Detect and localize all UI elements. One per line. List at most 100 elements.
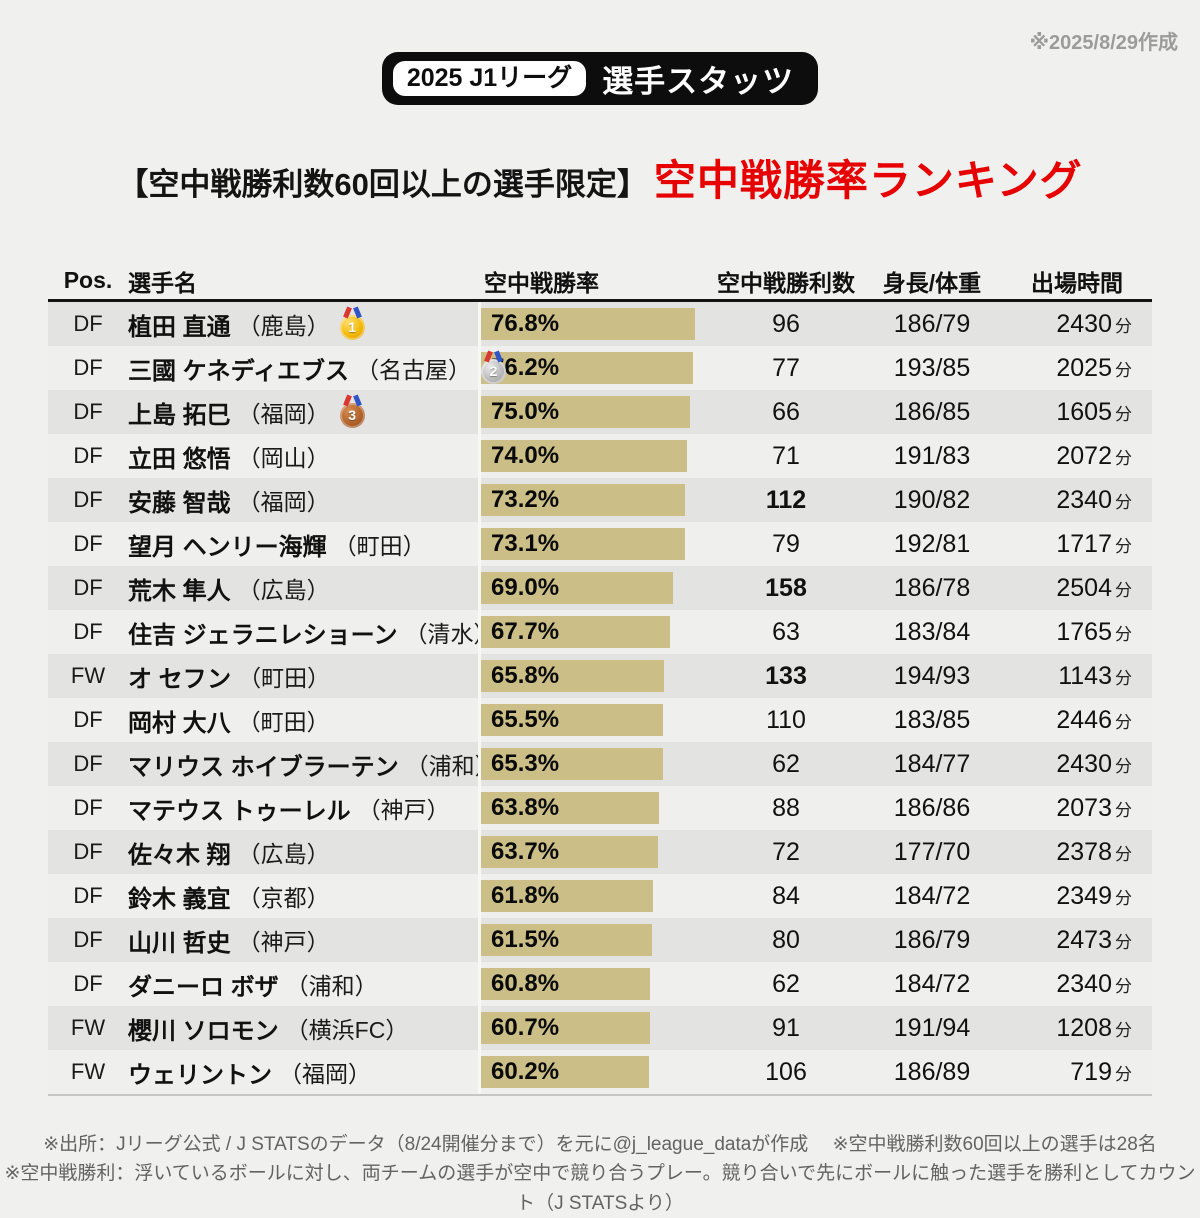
minutes-value: 2073 [1056, 793, 1112, 822]
wins-cell: 79 [772, 529, 800, 558]
position-cell: DF [73, 751, 103, 776]
minutes-value: 1143 [1058, 661, 1112, 690]
wins-cell: 77 [772, 353, 800, 382]
rate-cell: 61.5% [478, 918, 710, 962]
position-cell: DF [73, 443, 103, 468]
page-title: 【空中戦勝利数60回以上の選手限定】 空中戦勝率ランキング [0, 147, 1200, 208]
team-name: （町田） [237, 709, 330, 735]
team-name: （福岡） [279, 1061, 371, 1087]
team-name: （広島） [237, 841, 330, 867]
position-cell: DF [73, 487, 103, 512]
wins-cell: 96 [772, 309, 800, 338]
header-badge-wrap: 2025 J1リーグ 選手スタッツ [0, 0, 1200, 105]
rate-cell: 69.0% [478, 566, 710, 610]
rate-label: 73.2% [491, 486, 560, 513]
rate-bar: 60.7% [481, 1012, 650, 1044]
position-cell: FW [70, 1059, 106, 1084]
minutes-value: 1765 [1056, 617, 1112, 646]
rate-bar: 60.2% [481, 1056, 649, 1088]
rate-label: 76.8% [491, 310, 560, 337]
minutes-value: 2340 [1056, 969, 1112, 998]
minutes-value: 2349 [1056, 881, 1112, 910]
player-name: 上島 拓巳 [128, 401, 231, 429]
player-cell: 荒木 隼人 （広島） [128, 571, 478, 606]
minutes-value: 1208 [1056, 1013, 1112, 1042]
minutes-cell: 2340 分 [1002, 970, 1152, 999]
minutes-value: 2378 [1056, 837, 1112, 866]
player-name: オ セフン [128, 665, 232, 693]
table-row: DF 山川 哲史 （神戸） 61.5% 80 186/79 2473 分 [48, 918, 1152, 962]
bronze-medal-icon: 3 [339, 393, 365, 428]
height-weight-cell: 184/72 [893, 969, 971, 998]
table-row: DF 植田 直通 （鹿島） 1 76.8% 96 186/79 2430 分 [48, 302, 1152, 346]
minutes-unit: 分 [1115, 1064, 1132, 1084]
minutes-unit: 分 [1115, 844, 1132, 864]
height-weight-cell: 184/72 [893, 881, 971, 910]
table-row: DF 望月 ヘンリー海輝 （町田） 73.1% 79 192/81 1717 分 [48, 522, 1152, 566]
table-row: FW オ セフン （町田） 65.8% 133 194/93 1143 分 [48, 654, 1152, 698]
height-weight-cell: 177/70 [893, 837, 971, 866]
player-name: マテウス トゥーレル [128, 797, 351, 825]
player-cell: ダニーロ ボザ （浦和） [128, 967, 478, 1002]
table-row: DF マリウス ホイブラーテン （浦和） 65.3% 62 184/77 2430… [48, 742, 1152, 786]
player-name: 櫻川 ソロモン [128, 1017, 279, 1045]
minutes-value: 2446 [1056, 705, 1112, 734]
rate-bar: 65.3% [481, 748, 663, 780]
minutes-cell: 2073 分 [1002, 794, 1152, 823]
team-name: （町田） [238, 665, 331, 691]
rate-cell: 63.7% [478, 830, 710, 874]
rate-label: 75.0% [491, 398, 560, 425]
height-weight-cell: 184/77 [893, 749, 971, 778]
position-cell: FW [70, 1015, 106, 1040]
wins-cell: 158 [765, 573, 807, 602]
position-cell: DF [73, 927, 103, 952]
header-aerial-wins: 空中戦勝利数 [717, 269, 855, 296]
minutes-value: 2473 [1056, 925, 1112, 954]
player-cell: 上島 拓巳 （福岡） 3 [128, 393, 478, 430]
rate-bar: 61.8% [481, 880, 653, 912]
header-badge: 2025 J1リーグ 選手スタッツ [381, 52, 819, 105]
minutes-unit: 分 [1115, 624, 1132, 644]
team-name: （横浜FC） [285, 1017, 409, 1043]
silver-medal-icon: 2 [481, 349, 506, 384]
table-row: FW ウェリントン （福岡） 60.2% 106 186/89 719 分 [48, 1050, 1152, 1094]
player-cell: 住吉 ジェラニレショーン （清水） [128, 615, 496, 650]
rate-label: 60.7% [491, 1014, 560, 1041]
player-name: 鈴木 義宜 [128, 885, 231, 913]
rate-bar: 65.5% [481, 704, 663, 736]
rate-label: 65.3% [491, 750, 560, 777]
team-name: （広島） [237, 577, 330, 603]
rate-cell: 65.8% [478, 654, 710, 698]
header-play-time: 出場時間 [1031, 269, 1123, 296]
height-weight-cell: 186/79 [893, 309, 971, 338]
ranking-table-body: DF 植田 直通 （鹿島） 1 76.8% 96 186/79 2430 分 DF … [48, 302, 1152, 1096]
player-name: ウェリントン [128, 1061, 272, 1089]
table-row: DF 安藤 智哉 （福岡） 73.2% 112 190/82 2340 分 [48, 478, 1152, 522]
minutes-unit: 分 [1115, 756, 1132, 776]
rate-cell: 63.8% [478, 786, 710, 830]
player-name: 荒木 隼人 [128, 577, 231, 605]
table-row: DF 三國 ケネディエブス （名古屋） 2 76.2% 77 193/85 202… [48, 346, 1152, 390]
minutes-unit: 分 [1115, 448, 1132, 468]
player-cell: マリウス ホイブラーテン （浦和） [128, 747, 498, 782]
height-weight-cell: 190/82 [893, 485, 971, 514]
minutes-unit: 分 [1115, 580, 1132, 600]
rate-label: 67.7% [491, 618, 560, 645]
minutes-cell: 2430 分 [1002, 310, 1152, 339]
player-cell: 櫻川 ソロモン （横浜FC） [128, 1011, 478, 1046]
minutes-cell: 2446 分 [1002, 706, 1152, 735]
rate-cell: 73.1% [478, 522, 710, 566]
rate-cell: 76.8% [478, 302, 710, 346]
position-cell: DF [73, 619, 103, 644]
height-weight-cell: 183/85 [893, 705, 971, 734]
position-cell: DF [73, 399, 103, 424]
team-name: （福岡） [237, 489, 330, 515]
rate-label: 73.1% [491, 530, 560, 557]
minutes-cell: 1143 分 [1002, 662, 1152, 691]
player-name: マリウス ホイブラーテン [128, 753, 399, 781]
season-pill: 2025 J1リーグ [392, 60, 587, 97]
minutes-unit: 分 [1115, 1020, 1132, 1040]
player-cell: 岡村 大八 （町田） [128, 703, 478, 738]
player-cell: ウェリントン （福岡） [128, 1055, 478, 1090]
player-cell: 三國 ケネディエブス （名古屋） 2 [128, 349, 506, 386]
